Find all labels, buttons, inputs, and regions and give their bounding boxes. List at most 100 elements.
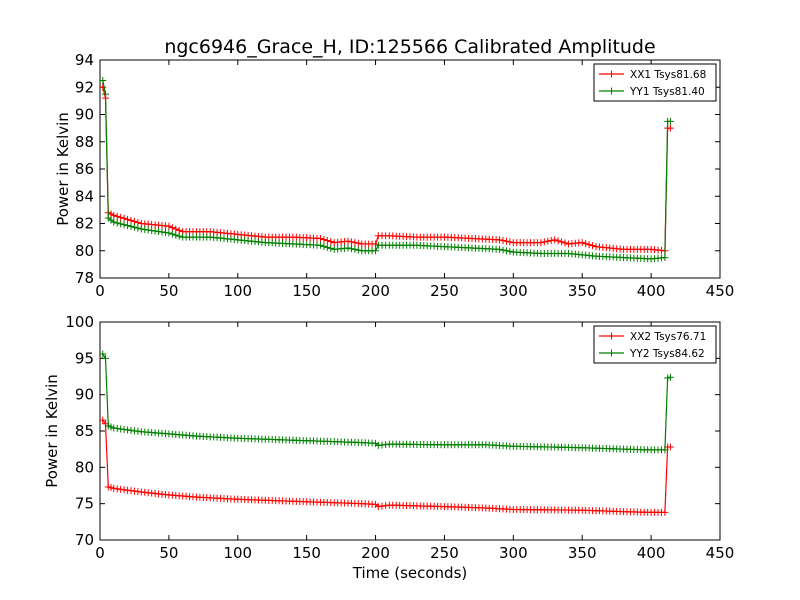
top-data-point: [354, 239, 362, 247]
top-xtick-label: 400: [637, 282, 666, 300]
chart-title: ngc6946_Grace_H, ID:125566 Calibrated Am…: [164, 36, 655, 58]
top-data-point: [127, 222, 135, 230]
top-data-point: [316, 241, 324, 249]
top-data-point: [120, 214, 128, 222]
top-data-point: [582, 240, 590, 248]
top-data-point: [99, 76, 107, 84]
top-xtick-label: 150: [292, 282, 321, 300]
top-xtick-label: 50: [159, 282, 178, 300]
bottom-data-point: [661, 446, 669, 454]
top-data-point: [320, 236, 328, 244]
bottom-series-markers-2: [99, 350, 674, 454]
bottom-panel: 0 50 100 150 200 250 300 350 400 450 70 75 80 85 90 95 1…: [43, 313, 734, 582]
top-data-point: [110, 211, 118, 219]
bottom-ytick-label: 90: [75, 386, 94, 404]
top-data-point: [110, 218, 118, 226]
top-xtick-label: 300: [499, 282, 528, 300]
top-legend-box: [593, 63, 717, 102]
top-data-point: [127, 216, 135, 224]
top-ytick-label: 88: [75, 133, 94, 151]
top-data-point: [589, 242, 597, 250]
top-data-point: [141, 225, 149, 233]
top-xtick-label: 250: [430, 282, 459, 300]
bottom-ylabel: Power in Kelvin: [43, 374, 61, 488]
top-data-point: [354, 246, 362, 254]
top-ytick-label: 78: [75, 269, 94, 287]
bottom-data-point: [666, 373, 674, 381]
top-data-point: [99, 83, 107, 91]
top-series-markers-1: [99, 83, 674, 255]
bottom-data-point: [666, 443, 674, 451]
top-ytick-label: 90: [75, 106, 94, 124]
top-data-point: [144, 226, 152, 234]
top-data-point: [372, 247, 380, 255]
top-ytick-label: 86: [75, 160, 94, 178]
bottom-xtick-label: 300: [499, 544, 528, 562]
bottom-xtick-label: 400: [637, 544, 666, 562]
top-data-point: [102, 90, 110, 98]
top-data-point: [344, 237, 352, 245]
top-ytick-label: 84: [75, 187, 94, 205]
bottom-xtick-label: 350: [568, 544, 597, 562]
bottom-ytick-label: 85: [75, 422, 94, 440]
top-data-point: [155, 228, 163, 236]
top-data-point: [113, 219, 121, 227]
top-data-point: [351, 245, 359, 253]
top-data-point: [148, 226, 156, 234]
top-data-point: [137, 225, 145, 233]
top-data-point: [117, 220, 125, 228]
bottom-xtick-label: 0: [95, 544, 105, 562]
bottom-series-markers-1: [99, 416, 674, 516]
top-series-group: [99, 76, 674, 263]
top-data-point: [554, 237, 562, 245]
top-data-point: [506, 247, 514, 255]
bottom-xtick-label: 50: [159, 544, 178, 562]
top-data-point: [347, 238, 355, 246]
top-data-point: [161, 229, 169, 237]
top-data-point: [168, 224, 176, 232]
bottom-ytick-label: 75: [75, 495, 94, 513]
top-data-point: [327, 244, 335, 252]
top-data-point: [124, 215, 132, 223]
top-ylabel: Power in Kelvin: [54, 112, 72, 226]
top-data-point: [172, 231, 180, 239]
top-data-point: [499, 237, 507, 245]
bottom-series-line-1: [102, 419, 671, 514]
top-data-point: [502, 237, 510, 245]
top-data-point: [327, 238, 335, 246]
top-data-point: [496, 245, 504, 253]
bottom-data-point: [661, 508, 669, 516]
top-data-point: [344, 244, 352, 252]
bottom-legend-marker-1: [608, 332, 615, 340]
top-xtick-label: 0: [95, 282, 105, 300]
bottom-series-group: [99, 350, 674, 516]
top-data-point: [113, 212, 121, 220]
top-data-point: [585, 241, 593, 249]
bottom-legend-marker-2: [608, 349, 615, 357]
bottom-xtick-label: 200: [361, 544, 390, 562]
bottom-xtick-label: 100: [223, 544, 252, 562]
bottom-legend-box: [593, 325, 717, 364]
top-data-point: [561, 239, 569, 247]
top-data-point: [134, 224, 142, 232]
top-data-point: [316, 234, 324, 242]
bottom-axis-ticks: 0 50 100 150 200 250 300 350 400 450 70 75 80 85 90 95 1…: [65, 313, 734, 562]
top-data-point: [499, 246, 507, 254]
bottom-legend-label-2: YY2 Tsys84.62: [629, 348, 705, 360]
bottom-data-point: [99, 416, 107, 424]
top-series-markers-2: [99, 76, 674, 263]
top-ytick-label: 94: [75, 51, 94, 69]
top-data-point: [666, 117, 674, 125]
top-data-point: [544, 237, 552, 245]
top-data-point: [158, 228, 166, 236]
top-legend-marker-2: [608, 87, 615, 95]
top-data-point: [502, 247, 510, 255]
top-data-point: [558, 238, 566, 246]
top-data-point: [547, 237, 555, 245]
top-data-point: [537, 239, 545, 247]
top-ytick-label: 92: [75, 78, 94, 96]
top-data-point: [661, 254, 669, 262]
bottom-legend-label-1: XX2 Tsys76.71: [630, 331, 706, 343]
top-axis-ticks: 0 50 100 150 200 250 300 350 400 450 78 80 82 84 86 88 9…: [75, 51, 734, 300]
